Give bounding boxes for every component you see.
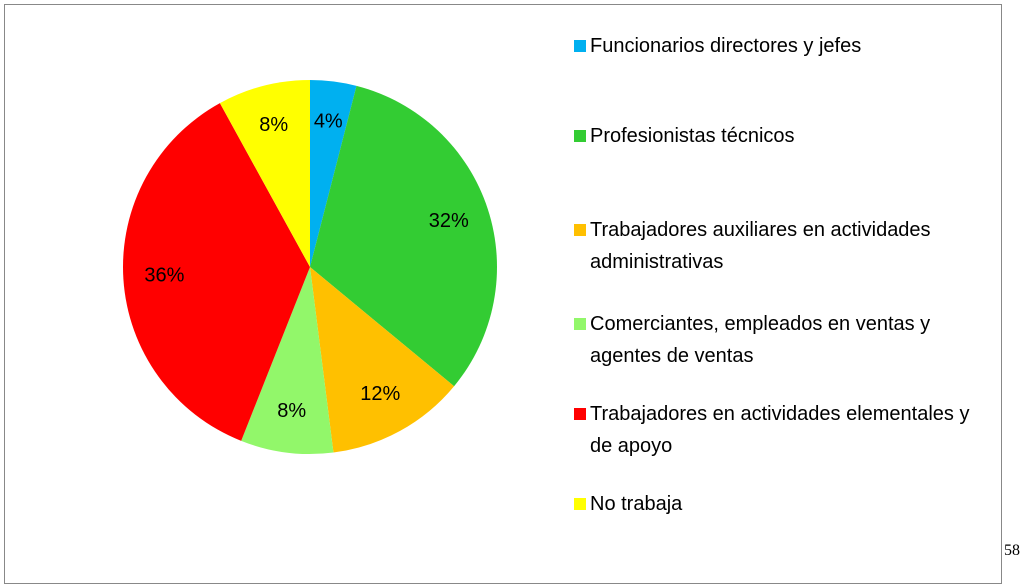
pie-slice [310, 85, 498, 387]
page-number: 58 [1004, 542, 1020, 559]
data-label: 32% [429, 210, 469, 232]
legend-item: Trabajadores en actividades elementales … [574, 398, 994, 462]
pie-slice [123, 103, 311, 441]
legend-swatch [574, 224, 586, 236]
legend-swatch [574, 408, 586, 420]
legend-item: Comerciantes, empleados en ventas y agen… [574, 308, 994, 372]
data-label: 8% [277, 400, 306, 422]
legend-label: Trabajadores en actividades elementales … [590, 403, 970, 457]
data-label: 8% [259, 114, 288, 136]
data-label: 36% [144, 264, 184, 286]
page: 4% 32% 12% 8% 36% 8% Funcionarios directores … [4, 4, 1020, 584]
data-label: 12% [360, 383, 400, 405]
legend-label: Profesionistas técnicos [590, 125, 795, 147]
legend-item: Funcionarios directores y jefes [574, 30, 994, 62]
legend-item: No trabaja [574, 488, 994, 520]
legend-label: Comerciantes, empleados en ventas y agen… [590, 313, 931, 367]
data-label: 4% [314, 111, 343, 133]
legend-item: Profesionistas técnicos [574, 120, 994, 152]
legend-swatch [574, 498, 586, 510]
legend-swatch [574, 130, 586, 142]
pie-slice [241, 267, 334, 454]
chart: 4% 32% 12% 8% 36% 8% [123, 80, 498, 454]
legend-swatch [574, 318, 586, 330]
legend-label: No trabaja [590, 493, 683, 515]
pie-slice [310, 267, 455, 453]
pie-slice [310, 80, 357, 267]
legend-label: Funcionarios directores y jefes [590, 35, 862, 57]
pie-slice [219, 80, 310, 267]
legend-swatch [574, 40, 586, 52]
legend-item: Trabajadores auxiliares en actividades a… [574, 214, 994, 278]
legend-label: Trabajadores auxiliares en actividades a… [590, 219, 931, 273]
